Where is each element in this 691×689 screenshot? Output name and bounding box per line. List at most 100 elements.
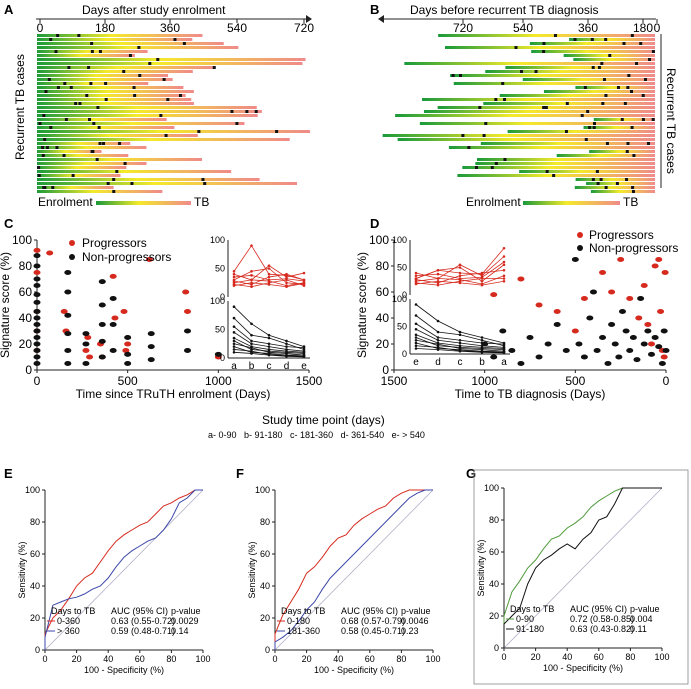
y-tick-label: 60 [19,285,33,299]
panel-b-legend-end: TB [623,195,638,209]
timeline-bar [37,82,149,85]
panel-c-letter: C [4,216,14,231]
sample-marker [474,166,478,169]
sample-marker [631,186,635,189]
timeline-tick-label: 540 [227,21,247,35]
sample-marker [56,86,60,89]
inset-point [436,268,440,272]
panel-a-side-label: Recurrent TB cases [13,54,27,160]
roc-table-cell: 181-360 [287,626,320,636]
inset-point [436,330,440,334]
timeline-bar [448,146,655,149]
sample-marker [632,154,636,157]
x-axis-label: 100 - Specificity (%) [543,663,623,673]
timeline-bar [499,94,655,97]
y-tick-label: 80 [260,517,270,527]
progressor-point [33,247,41,253]
sample-marker [651,50,655,53]
inset-point [480,283,484,287]
inset-point [436,338,440,342]
timeline-bar [445,46,655,49]
non-progressor-point [562,348,570,353]
sample-marker [37,166,41,169]
y-tick-label: 0 [35,645,40,655]
inset-point [436,279,440,283]
inset-point [250,339,253,343]
inset-point [250,322,253,326]
progressor-point [33,270,41,275]
timeline-bar [573,58,655,61]
non-progressor-point [33,361,41,366]
x-tick-label: 100 [195,654,210,664]
timeline-bar [37,66,216,69]
y-tick-label: 80 [30,517,40,527]
inset-point [480,341,484,345]
inset-point [232,284,236,287]
non-progressor-point [124,361,132,366]
progressor-point [640,283,648,288]
sample-marker [586,110,590,113]
sample-marker [63,82,67,85]
roc-table-cell: 0.63 (0.55-0.72) [111,616,175,626]
sample-marker [102,142,106,145]
timeline-bar [569,38,655,41]
sample-marker [616,86,620,89]
x-tick-label: 0 [42,654,47,664]
inset-point [414,347,418,350]
sample-marker [197,130,201,133]
sample-marker [592,126,596,129]
inset-point [302,271,306,275]
sample-marker [96,106,100,109]
sample-marker [583,86,587,89]
sample-marker [627,74,631,77]
sample-marker [254,110,258,113]
inset-point [414,314,418,317]
sample-marker [54,50,58,53]
timeline-bar [453,82,655,85]
non-progressor-point [184,328,192,334]
panel-b-legend-gradient [523,201,620,205]
sample-marker [631,190,635,193]
timepoint-legend-items: a- 0-90 b- 91-180 c- 181-360 d- 361-540 … [208,430,425,440]
non-progressor-point [33,335,41,340]
y-tick-label: 60 [489,547,499,557]
inset-point [232,305,236,309]
y-tick-label: 60 [376,285,390,299]
x-tick-label: 20 [72,654,82,664]
timeline-bar [37,114,258,117]
non-progressor-point [544,341,552,347]
timeline-bar [423,110,655,113]
inset-point [267,345,271,348]
non-progressor-point [64,348,72,353]
sample-marker [97,126,101,129]
sample-marker [604,38,608,41]
inset-point [458,274,462,278]
progressor-point [120,309,128,314]
panel-a-legend-gradient [96,201,191,205]
timeline-bar [37,126,175,129]
sample-marker [203,182,207,185]
timeline-bar [438,34,655,37]
panel-d-legend-progressor-marker [577,232,583,238]
inset-point [267,283,271,286]
non-progressor-point [553,322,561,327]
x-tick-label: 60 [135,654,145,664]
timeline-bar [37,110,262,113]
non-progressor-point [490,354,498,360]
sample-marker [90,42,94,45]
x-tick-label: 0 [34,374,41,388]
roc-curve-1 [503,487,662,648]
non-progressor-point [184,348,192,353]
inset-point [458,271,462,275]
non-progressor-point [64,331,72,337]
sample-marker [564,130,568,133]
progressor-point [122,348,130,353]
sample-marker [138,74,142,77]
non-progressor-point [64,289,72,295]
timeline-bar [37,162,147,165]
inset-point [232,270,236,273]
non-progressor-point [499,328,507,334]
sample-marker [602,78,606,81]
sample-marker [626,142,630,145]
inset-point [250,244,253,247]
